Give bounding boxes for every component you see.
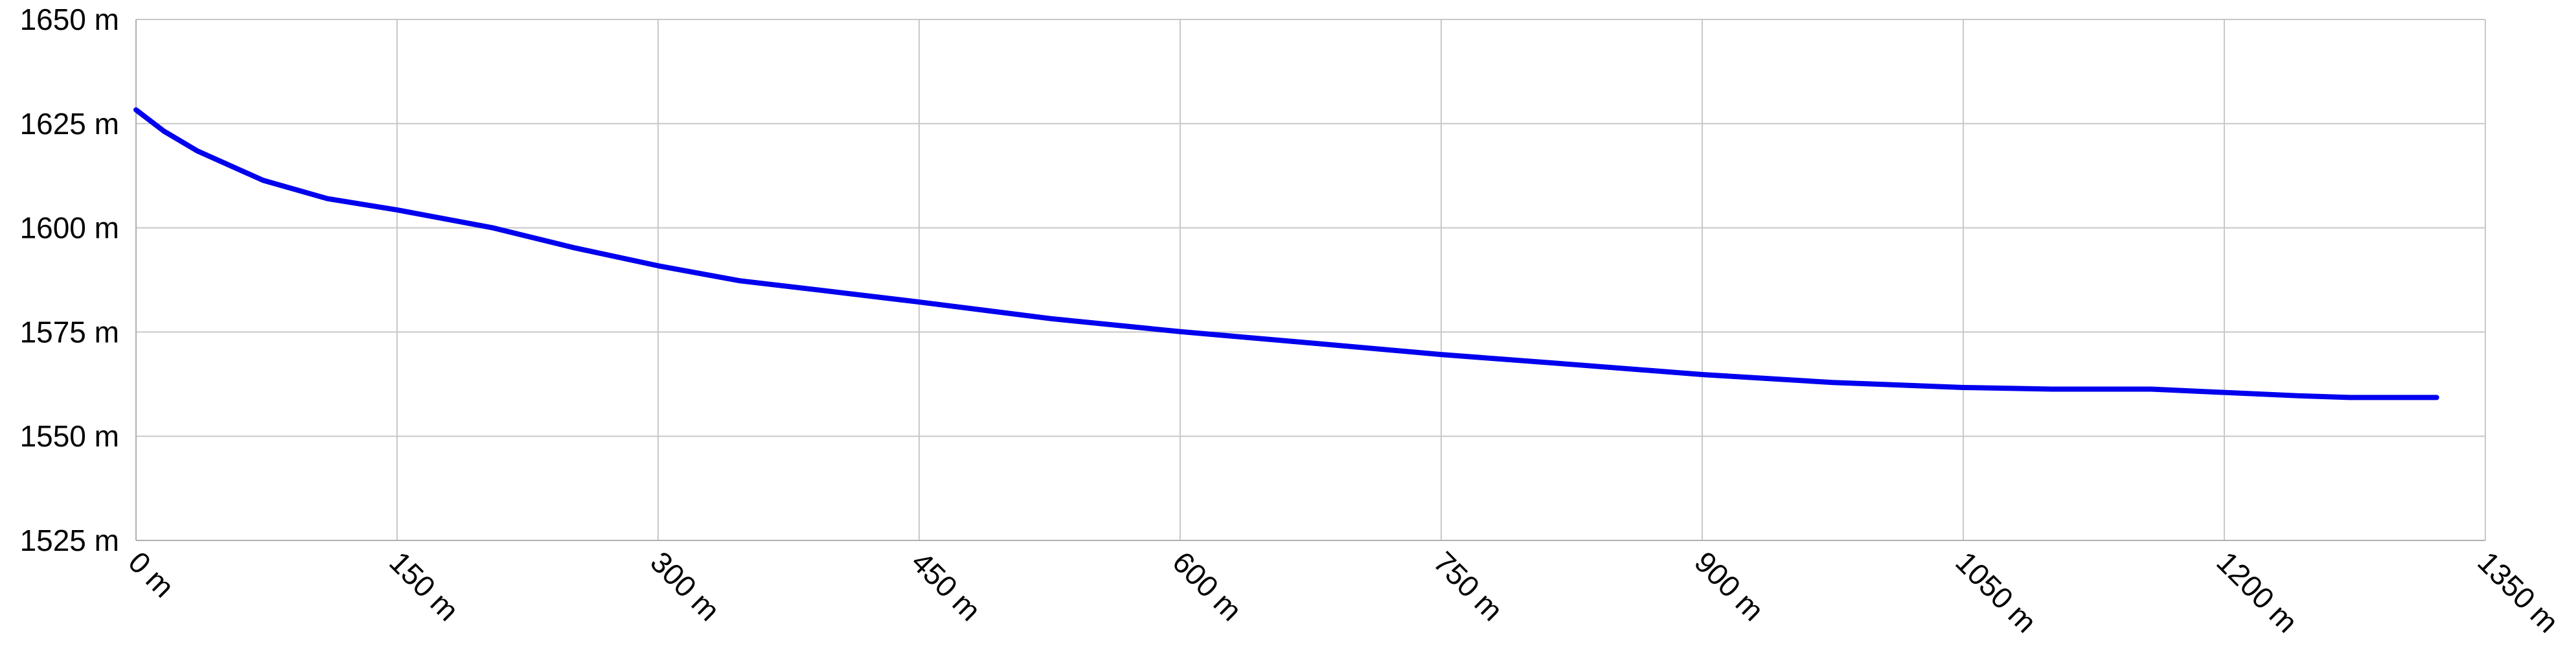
x-tick-label: 900 m <box>1688 545 1770 627</box>
x-tick-label: 450 m <box>905 545 987 627</box>
x-tick-label: 750 m <box>1427 545 1509 627</box>
y-tick-label: 1550 m <box>20 419 119 453</box>
y-tick-label: 1600 m <box>20 211 119 245</box>
x-tick-label: 300 m <box>644 545 726 627</box>
x-tick-label: 150 m <box>383 545 465 627</box>
elevation-line <box>133 107 2439 400</box>
y-tick-label: 1575 m <box>20 315 119 349</box>
x-tick-label: 1350 m <box>2471 545 2565 639</box>
x-tick-label: 1050 m <box>1949 545 2043 639</box>
y-tick-label: 1650 m <box>20 3 119 36</box>
y-tick-label: 1625 m <box>20 107 119 141</box>
x-tick-label: 1200 m <box>2210 545 2304 639</box>
y-tick-label: 1525 m <box>20 524 119 557</box>
x-tick-label: 600 m <box>1166 545 1248 627</box>
x-tick-label: 0 m <box>122 545 181 604</box>
